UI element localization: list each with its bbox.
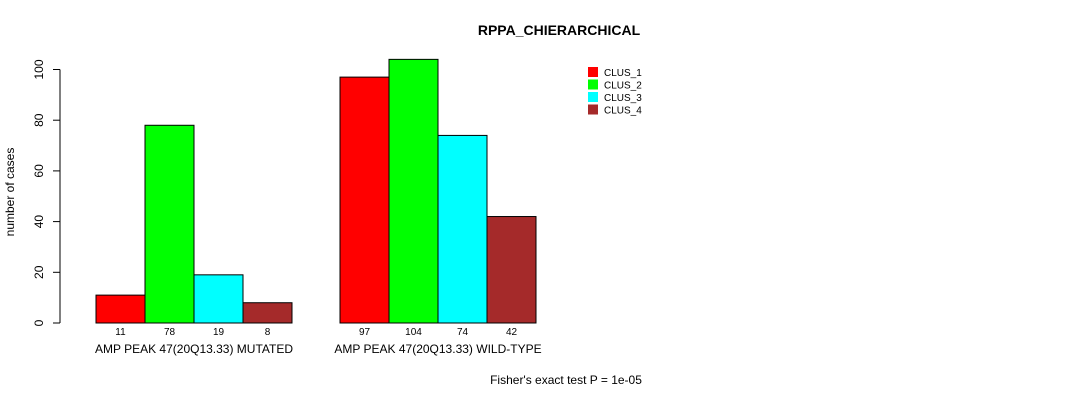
bar-clus-1-group-2: [339, 76, 390, 324]
group-labels: AMP PEAK 47(20Q13.33) MUTATED AMP PEAK 47…: [95, 342, 542, 356]
y-tick-label: 20: [32, 265, 46, 279]
y-axis: 0 20 40 60 80 100: [32, 59, 61, 326]
y-tick-label: 60: [32, 164, 46, 178]
bar-clus-4-group-2: [486, 216, 537, 324]
bar-value-label: 78: [164, 327, 176, 338]
legend-swatch-clus-3: [588, 92, 598, 102]
bar-value-label: 104: [405, 327, 422, 338]
y-tick-label: 0: [32, 319, 46, 326]
fisher-test-annotation: Fisher's exact test P = 1e-05: [490, 373, 642, 387]
bar-clus-3-group-1: [193, 274, 244, 324]
bar-clus-2-group-2: [388, 58, 439, 324]
y-tick-label: 40: [32, 215, 46, 229]
legend-label-clus-4: CLUS_4: [604, 106, 642, 117]
bar-clus-3-group-2: [437, 134, 488, 324]
y-axis-label: number of cases: [3, 148, 17, 237]
group-label-2: AMP PEAK 47(20Q13.33) WILD-TYPE: [334, 342, 541, 356]
group-label-1: AMP PEAK 47(20Q13.33) MUTATED: [95, 342, 293, 356]
bar-clus-1-group-1: [95, 294, 146, 324]
legend-label-clus-1: CLUS_1: [604, 68, 642, 79]
legend-swatch-clus-1: [588, 67, 598, 77]
bar-clus-2-group-1: [144, 124, 195, 324]
bar-value-labels: 11 78 19 8 97 104 74 42: [115, 327, 517, 338]
legend-label-clus-2: CLUS_2: [604, 81, 642, 92]
bar-value-label: 97: [359, 327, 371, 338]
bar-value-label: 74: [457, 327, 469, 338]
legend-swatch-clus-4: [588, 104, 598, 115]
bar-value-label: 19: [213, 327, 225, 338]
bar-clus-4-group-1: [242, 302, 293, 324]
legend-label-clus-3: CLUS_3: [604, 93, 642, 104]
chart-title: RPPA_CHIERARCHICAL: [478, 22, 641, 38]
bar-value-label: 8: [265, 327, 271, 338]
bar-value-label: 11: [115, 327, 126, 338]
y-tick-label: 100: [32, 59, 46, 79]
legend-swatch-clus-2: [588, 79, 598, 90]
y-tick-label: 80: [32, 113, 46, 127]
bars: [95, 58, 537, 324]
bar-value-label: 42: [506, 327, 518, 338]
